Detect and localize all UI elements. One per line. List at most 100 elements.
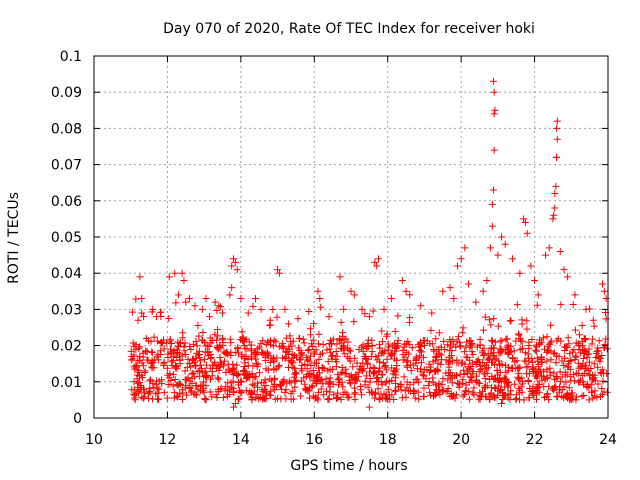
x-tick-label: 14 — [232, 432, 250, 448]
data-point — [304, 386, 312, 394]
data-point — [537, 358, 545, 366]
data-point — [459, 329, 467, 337]
data-point — [569, 301, 577, 309]
data-point — [507, 316, 515, 324]
data-point — [380, 349, 388, 357]
data-point — [580, 350, 588, 358]
data-point — [143, 348, 151, 356]
data-point — [170, 394, 178, 402]
data-point — [201, 355, 209, 363]
data-point — [238, 388, 246, 396]
data-point — [487, 390, 495, 398]
data-point — [272, 338, 280, 346]
data-point — [388, 342, 396, 350]
data-point — [501, 240, 509, 248]
data-point — [288, 350, 296, 358]
data-point — [309, 336, 317, 344]
data-point — [205, 343, 213, 351]
data-point — [355, 345, 363, 353]
data-point — [444, 384, 452, 392]
data-point — [578, 371, 586, 379]
data-point — [180, 276, 188, 284]
data-point — [427, 363, 435, 371]
data-point — [344, 394, 352, 402]
data-point — [310, 372, 318, 380]
data-point — [402, 287, 410, 295]
data-point — [494, 391, 502, 399]
data-point — [240, 366, 248, 374]
y-tick-labels: 0 0.01 0.02 0.03 0.04 0.05 0.06 0.07 0.08 0.09 0.1 — [51, 49, 82, 427]
data-point — [371, 258, 379, 266]
data-point — [398, 276, 406, 284]
data-point — [587, 364, 595, 372]
data-point — [172, 363, 180, 371]
data-point — [259, 337, 267, 345]
data-point — [325, 313, 333, 321]
data-point — [374, 385, 382, 393]
data-point — [403, 363, 411, 371]
data-point — [195, 354, 203, 362]
data-point — [434, 367, 442, 375]
data-point — [216, 353, 224, 361]
data-point — [233, 371, 241, 379]
data-point — [140, 313, 148, 321]
data-point — [295, 344, 303, 352]
data-point — [362, 372, 370, 380]
data-point — [366, 378, 374, 386]
data-point — [219, 341, 227, 349]
data-point — [282, 386, 290, 394]
data-point — [294, 315, 302, 323]
data-point — [480, 370, 488, 378]
data-point — [149, 379, 157, 387]
data-point — [266, 359, 274, 367]
data-point — [467, 374, 475, 382]
data-point — [150, 333, 158, 341]
data-point — [416, 347, 424, 354]
data-point — [336, 273, 344, 281]
data-point — [235, 395, 243, 403]
data-point — [202, 373, 210, 381]
data-point — [196, 357, 204, 365]
data-point — [279, 344, 287, 352]
data-point — [315, 340, 323, 348]
data-point — [171, 350, 179, 358]
data-point — [230, 388, 238, 396]
data-point — [182, 382, 190, 390]
data-point — [228, 262, 236, 270]
data-point — [282, 395, 290, 403]
data-point — [406, 291, 414, 299]
data-point — [525, 394, 533, 402]
data-point — [346, 379, 354, 387]
data-point — [485, 395, 493, 403]
data-point — [453, 262, 461, 270]
data-point — [415, 395, 423, 403]
data-point — [291, 383, 299, 391]
data-point — [560, 394, 568, 402]
data-point — [237, 295, 245, 303]
data-point — [375, 368, 383, 376]
data-point — [501, 361, 509, 369]
data-point — [143, 356, 151, 364]
data-point — [238, 333, 246, 341]
data-point — [195, 332, 203, 340]
data-point — [498, 400, 506, 408]
data-point — [550, 369, 558, 377]
data-point — [329, 365, 337, 373]
data-point — [484, 356, 492, 364]
data-point — [545, 383, 553, 391]
data-point — [275, 269, 283, 277]
data-point — [148, 364, 156, 372]
data-point — [513, 301, 521, 309]
data-point — [192, 354, 200, 362]
data-point — [176, 356, 184, 364]
data-point — [301, 360, 309, 368]
data-point — [480, 351, 488, 359]
data-point — [552, 182, 560, 190]
data-point — [129, 339, 137, 347]
data-point — [412, 356, 420, 364]
data-point — [452, 343, 460, 351]
data-point — [362, 343, 370, 351]
x-tick-label: 16 — [305, 432, 323, 448]
data-point — [464, 280, 472, 288]
data-point — [233, 345, 241, 353]
